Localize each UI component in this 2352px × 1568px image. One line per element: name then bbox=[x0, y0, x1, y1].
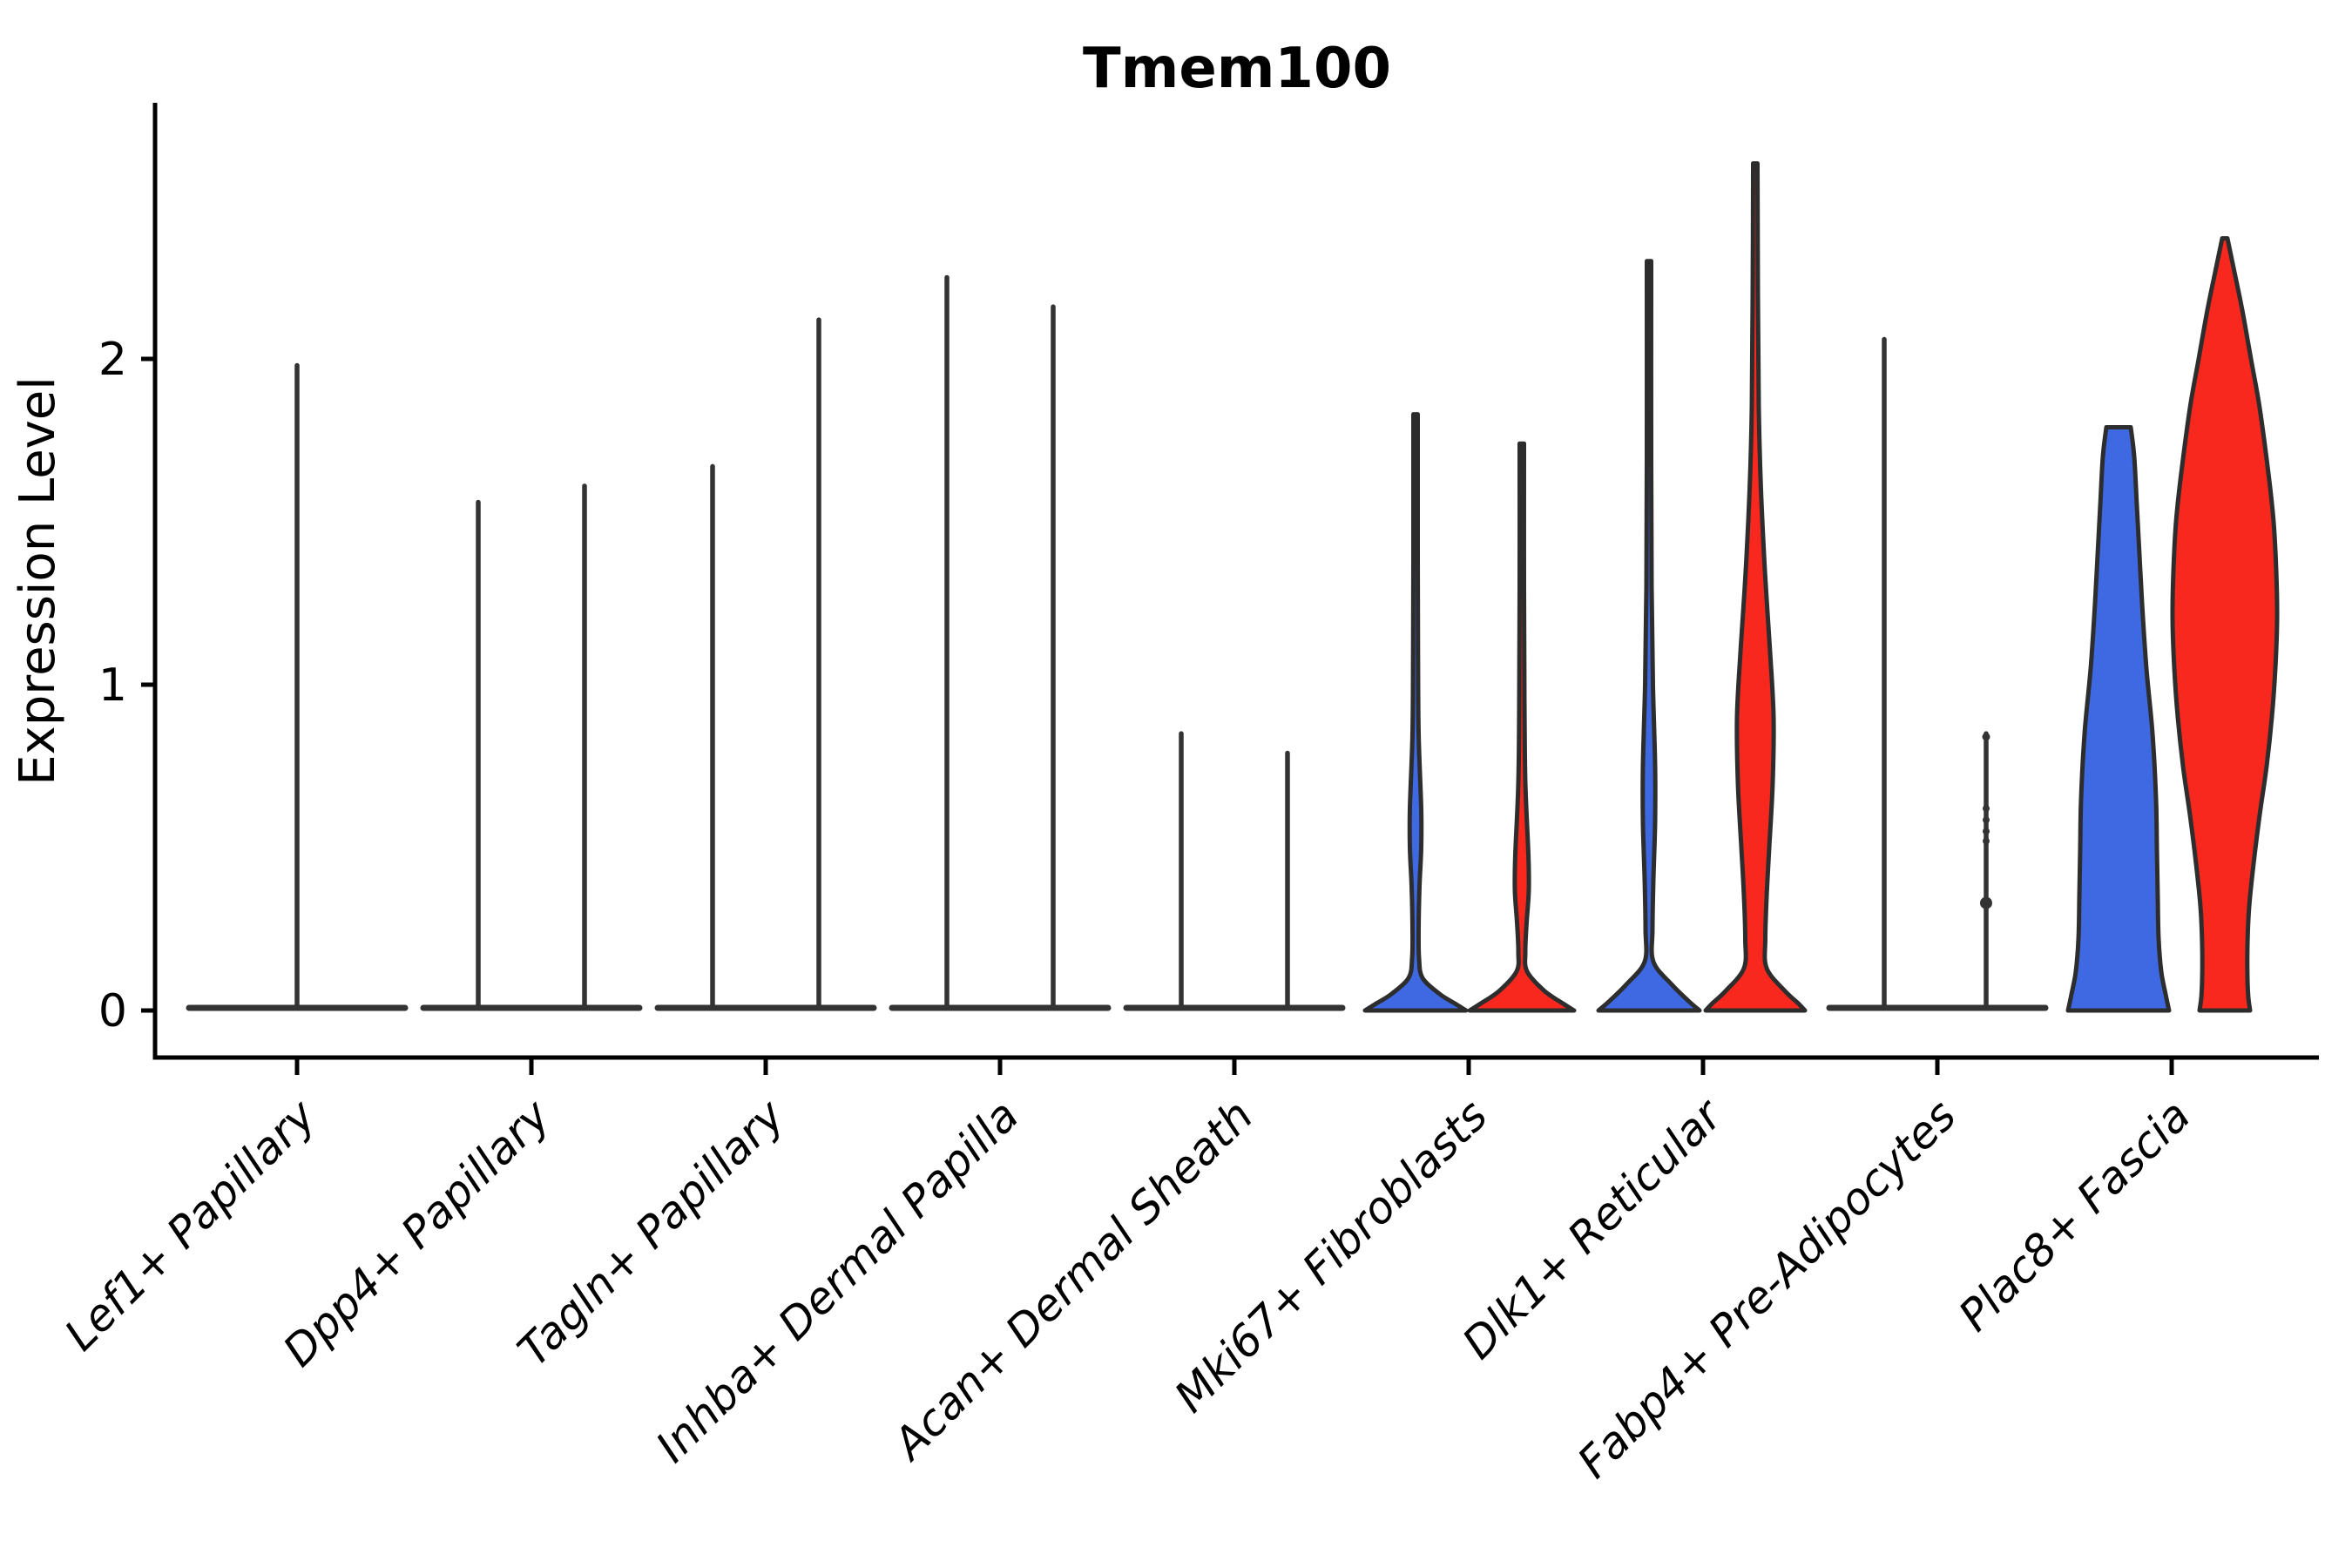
violin-8-red bbox=[2170, 236, 2280, 1013]
outlier-dot bbox=[1982, 733, 1990, 741]
outlier-dot bbox=[1983, 828, 1990, 835]
y-tick-label: 2 bbox=[98, 334, 127, 386]
violin-8-blue bbox=[2065, 425, 2172, 1013]
violins bbox=[186, 161, 2280, 1013]
chart-title: Tmem100 bbox=[1083, 37, 1391, 101]
x-tick-label-6: Dlk1+ Reticular bbox=[1453, 1088, 1734, 1369]
x-tick-label-8: Plac8+ Fascia bbox=[1950, 1090, 2200, 1341]
outlier-dot bbox=[1983, 805, 1990, 813]
outlier-dot bbox=[1983, 816, 1990, 824]
violin-5-red bbox=[1467, 441, 1577, 1013]
outlier-dot bbox=[1980, 896, 1992, 909]
violin-5-blue bbox=[1362, 412, 1469, 1013]
y-tick-label: 1 bbox=[98, 659, 127, 712]
outlier-dot bbox=[1983, 837, 1990, 845]
violin-6-red bbox=[1703, 161, 1808, 1013]
violin-6-blue bbox=[1596, 259, 1702, 1013]
y-axis-label: Expression Level bbox=[10, 376, 66, 786]
x-tick-label-7: Fabp4+ Pre-Adipocytes bbox=[1568, 1090, 1966, 1488]
axes bbox=[141, 103, 2319, 1075]
x-tick-label-0: Lef1+ Papillary bbox=[55, 1089, 326, 1360]
y-tick-label: 0 bbox=[98, 985, 127, 1037]
